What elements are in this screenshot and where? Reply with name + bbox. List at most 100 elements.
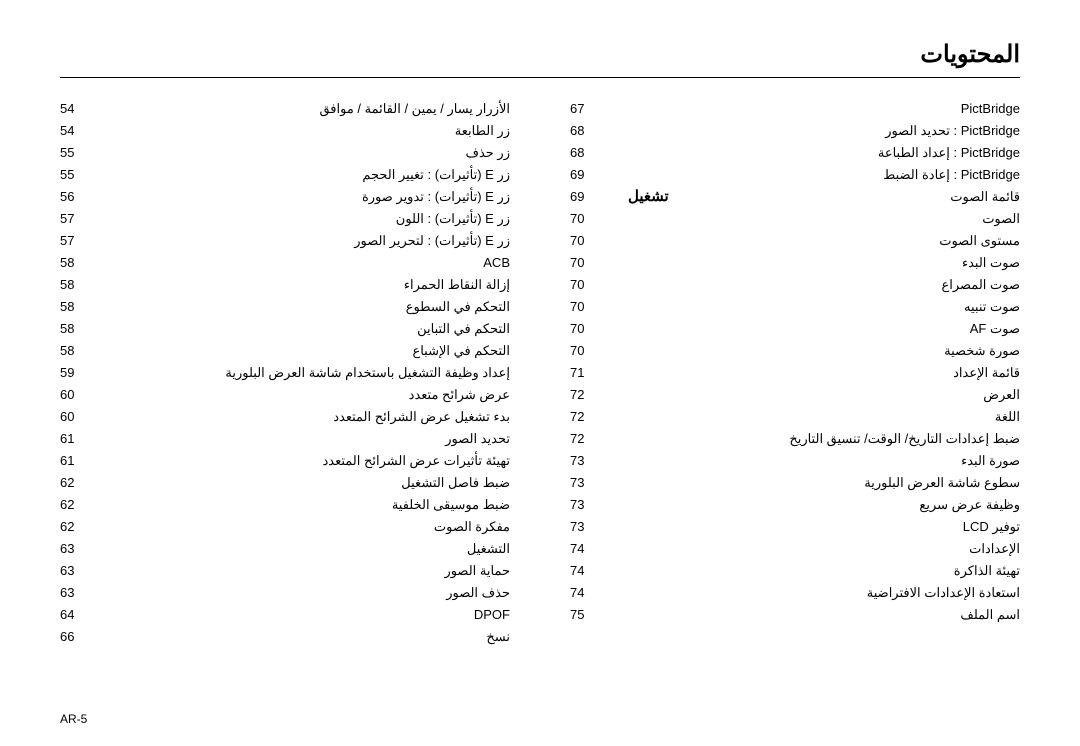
toc-column-right: 54الأزرار يسار / يمين / القائمة / موافق5… bbox=[60, 98, 510, 648]
toc-entry: 62 ضبط موسيقى الخلفية bbox=[60, 494, 510, 516]
toc-entry: 69تشغيلقائمة الصوت bbox=[570, 186, 1020, 208]
toc-entry: 72اللغة bbox=[570, 406, 1020, 428]
toc-entry: 56 زر E (تأثيرات) : تدوير صورة bbox=[60, 186, 510, 208]
toc-entry-text: حماية الصور bbox=[100, 560, 510, 582]
toc-page-number: 72 bbox=[570, 384, 598, 406]
toc-entry: 75اسم الملف bbox=[570, 604, 1020, 626]
toc-page-number: 62 bbox=[60, 516, 88, 538]
toc-page-number: 62 bbox=[60, 494, 88, 516]
toc-entry-text: حذف الصور bbox=[100, 582, 510, 604]
toc-page-number: 70 bbox=[570, 230, 598, 252]
toc-page-number: 72 bbox=[570, 428, 598, 450]
toc-entry-text: زر E (تأثيرات) : تدوير صورة bbox=[100, 186, 510, 208]
toc-entry-text: التحكم في الإشباع bbox=[100, 340, 510, 362]
toc-page-number: 74 bbox=[570, 582, 598, 604]
toc-entry: 61تحديد الصور bbox=[60, 428, 510, 450]
toc-section-heading: تشغيل bbox=[628, 186, 669, 208]
toc-page-number: 58 bbox=[60, 274, 88, 296]
toc-entry-text: مفكرة الصوت bbox=[100, 516, 510, 538]
toc-page-number: 68 bbox=[570, 120, 598, 142]
toc-entry: 71قائمة الإعداد bbox=[570, 362, 1020, 384]
toc-entry-text: تهيئة تأثيرات عرض الشرائح المتعدد bbox=[100, 450, 510, 472]
toc-entry-text: صورة البدء bbox=[610, 450, 1020, 472]
toc-entry: 63 حذف الصور bbox=[60, 582, 510, 604]
toc-entry-text: وظيفة عرض سريع bbox=[610, 494, 1020, 516]
toc-entry-text: عرض شرائح متعدد bbox=[100, 384, 510, 406]
toc-page-number: 67 bbox=[570, 98, 598, 120]
toc-entry: 54 زر الطابعة bbox=[60, 120, 510, 142]
toc-entry-text: ضبط إعدادات التاريخ/ الوقت/ تنسيق التاري… bbox=[610, 428, 1020, 450]
toc-entry: 74تهيئة الذاكرة bbox=[570, 560, 1020, 582]
toc-page-number: 70 bbox=[570, 274, 598, 296]
toc-entry-text: الصوت bbox=[610, 208, 1020, 230]
toc-entry-text: الإعدادات bbox=[610, 538, 1020, 560]
toc-entry-text: التشغيل bbox=[100, 538, 510, 560]
toc-page-number: 73 bbox=[570, 494, 598, 516]
toc-entry-text: ضبط فاصل التشغيل bbox=[100, 472, 510, 494]
toc-entry: 70 صورة شخصية bbox=[570, 340, 1020, 362]
toc-entry-text: سطوع شاشة العرض البلورية bbox=[610, 472, 1020, 494]
toc-entry: 55زر حذف bbox=[60, 142, 510, 164]
toc-entry: 63 حماية الصور bbox=[60, 560, 510, 582]
toc-entry-text: صوت المصراع bbox=[610, 274, 1020, 296]
toc-entry-text: DPOF bbox=[100, 604, 510, 626]
toc-page-number: 71 bbox=[570, 362, 598, 384]
toc-page-number: 57 bbox=[60, 230, 88, 252]
toc-entry-text: زر E (تأثيرات) : تغيير الحجم bbox=[100, 164, 510, 186]
toc-entry-text: تحديد الصور bbox=[100, 428, 510, 450]
toc-page-number: 70 bbox=[570, 252, 598, 274]
toc-entry: 63التشغيل bbox=[60, 538, 510, 560]
toc-entry-text: التحكم في السطوع bbox=[100, 296, 510, 318]
toc-entry-text: زر E (تأثيرات) : اللون bbox=[100, 208, 510, 230]
toc-entry-text: صورة شخصية bbox=[610, 340, 1020, 362]
toc-entry: 59إعداد وظيفة التشغيل باستخدام شاشة العر… bbox=[60, 362, 510, 384]
toc-page-number: 73 bbox=[570, 450, 598, 472]
toc-page-number: 61 bbox=[60, 450, 88, 472]
toc-entry: 58التحكم في التباين bbox=[60, 318, 510, 340]
toc-page-number: 60 bbox=[60, 384, 88, 406]
toc-entry: 70 صوت المصراع bbox=[570, 274, 1020, 296]
toc-entry: 68PictBridge : إعداد الطباعة bbox=[570, 142, 1020, 164]
toc-entry: 64 DPOF bbox=[60, 604, 510, 626]
toc-entry: 57 زر E (تأثيرات) : اللون bbox=[60, 208, 510, 230]
toc-entry: 72 العرض bbox=[570, 384, 1020, 406]
toc-page-number: 54 bbox=[60, 120, 88, 142]
toc-page-number: 57 bbox=[60, 208, 88, 230]
toc-entry: 70صوت تنبيه bbox=[570, 296, 1020, 318]
toc-column-left: 67 PictBridge 68 PictBridge : تحديد الصور68… bbox=[570, 98, 1020, 648]
toc-page-number: 70 bbox=[570, 318, 598, 340]
toc-page-number: 69 bbox=[570, 164, 598, 186]
toc-entry: 74الإعدادات bbox=[570, 538, 1020, 560]
toc-entry-text: اسم الملف bbox=[610, 604, 1020, 626]
toc-page-number: 66 bbox=[60, 626, 88, 648]
toc-entry-text: قائمة الصوت bbox=[681, 186, 1020, 208]
toc-page-number: 70 bbox=[570, 340, 598, 362]
toc-entry-text: PictBridge : إعادة الضبط bbox=[610, 164, 1020, 186]
toc-page-number: 73 bbox=[570, 516, 598, 538]
toc-page-number: 58 bbox=[60, 340, 88, 362]
toc-page-number: 58 bbox=[60, 296, 88, 318]
toc-page-number: 55 bbox=[60, 142, 88, 164]
toc-page-number: 63 bbox=[60, 560, 88, 582]
toc-entry: 62 مفكرة الصوت bbox=[60, 516, 510, 538]
toc-entry-text: PictBridge bbox=[610, 98, 1020, 120]
toc-entry-text: التحكم في التباين bbox=[100, 318, 510, 340]
toc-entry-text: بدء تشغيل عرض الشرائح المتعدد bbox=[100, 406, 510, 428]
toc-page-number: 56 bbox=[60, 186, 88, 208]
toc-entry-text: زر الطابعة bbox=[100, 120, 510, 142]
toc-entry: 70مستوى الصوت bbox=[570, 230, 1020, 252]
toc-page-number: 62 bbox=[60, 472, 88, 494]
toc-entry-text: ضبط موسيقى الخلفية bbox=[100, 494, 510, 516]
toc-entry-text: PictBridge : تحديد الصور bbox=[610, 120, 1020, 142]
toc-entry: 58 إزالة النقاط الحمراء bbox=[60, 274, 510, 296]
toc-entry: 62 ضبط فاصل التشغيل bbox=[60, 472, 510, 494]
toc-page-number: 58 bbox=[60, 252, 88, 274]
toc-entry-text: PictBridge : إعداد الطباعة bbox=[610, 142, 1020, 164]
toc-entry: 74استعادة الإعدادات الافتراضية bbox=[570, 582, 1020, 604]
toc-page-number: 64 bbox=[60, 604, 88, 626]
toc-entry: 73 وظيفة عرض سريع bbox=[570, 494, 1020, 516]
toc-entry-text: إزالة النقاط الحمراء bbox=[100, 274, 510, 296]
toc-entry-text: العرض bbox=[610, 384, 1020, 406]
toc-page-number: 63 bbox=[60, 582, 88, 604]
toc-entry-text: زر E (تأثيرات) : لتحرير الصور bbox=[100, 230, 510, 252]
